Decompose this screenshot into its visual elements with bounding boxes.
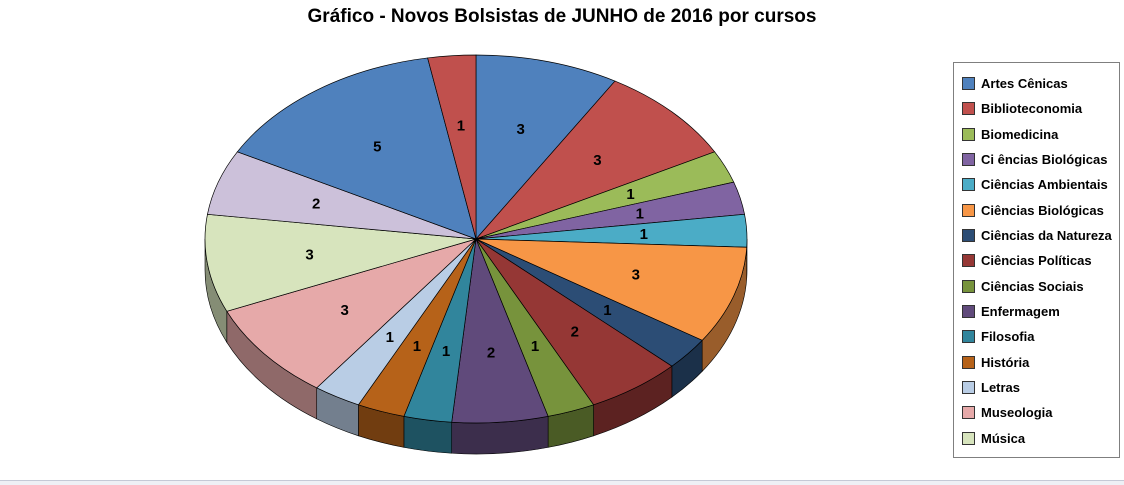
legend-swatch <box>962 127 975 141</box>
legend-label: Ciências Políticas <box>981 253 1092 269</box>
pie-slice <box>236 57 477 240</box>
legend-label: Letras <box>981 380 1021 396</box>
slice-value-label: 5 <box>373 139 381 156</box>
legend-item: Ciências da Natureza <box>962 223 1113 248</box>
legend-swatch <box>962 153 975 167</box>
slice-value-label: 2 <box>571 323 579 340</box>
pie-slice <box>475 238 748 341</box>
legend-label: Ciências Biológicas <box>981 202 1104 218</box>
legend-swatch <box>962 229 975 243</box>
legend-swatch <box>962 330 975 344</box>
legend-label: Música <box>981 430 1026 446</box>
slice-value-label: 3 <box>340 302 348 319</box>
legend-label: Biblioteconomia <box>981 101 1083 117</box>
legend-item: Ciências Políticas <box>962 248 1113 273</box>
slice-value-label: 1 <box>457 117 465 134</box>
slice-value-label: 1 <box>626 186 634 203</box>
legend-swatch <box>962 431 975 445</box>
slice-value-label: 3 <box>517 121 525 138</box>
slice-value-label: 1 <box>386 329 394 346</box>
slice-value-label: 3 <box>632 266 640 283</box>
legend-item: Artes Cênicas <box>962 71 1113 96</box>
slice-value-label: 1 <box>636 206 644 223</box>
legend-swatch <box>962 381 975 395</box>
legend-item: Ciências Ambientais <box>962 172 1113 197</box>
legend-label: Ci ências Biológicas <box>981 152 1108 168</box>
legend-label: Ciências da Natureza <box>981 228 1112 244</box>
legend-label: Museologia <box>981 405 1053 421</box>
pie-slice <box>475 80 716 240</box>
slice-value-label: 1 <box>640 226 648 243</box>
slice-value-label: 2 <box>312 196 320 213</box>
pie-slice <box>226 238 477 389</box>
legend-swatch <box>962 406 975 420</box>
legend-label: Artes Cênicas <box>981 76 1068 92</box>
legend-label: Enfermagem <box>981 304 1060 320</box>
legend-item: Música <box>962 426 1113 451</box>
legend-item: História <box>962 350 1113 375</box>
slice-value-label: 1 <box>442 343 450 360</box>
legend-item: Letras <box>962 375 1113 400</box>
chart-title: Gráfico - Novos Bolsistas de JUNHO de 20… <box>307 6 817 27</box>
slice-value-label: 1 <box>531 338 539 355</box>
legend-item: Biblioteconomia <box>962 96 1113 121</box>
window-bottom-edge <box>0 480 1124 485</box>
legend-item: Museologia <box>962 400 1113 425</box>
slice-value-label: 3 <box>305 246 313 263</box>
legend-swatch <box>962 102 975 116</box>
legend-item: Biomedicina <box>962 122 1113 147</box>
legend-label: Ciências Ambientais <box>981 177 1108 193</box>
pie-slice <box>475 54 616 240</box>
legend-swatch <box>962 203 975 217</box>
legend-swatch <box>962 355 975 369</box>
legend-item: Enfermagem <box>962 299 1113 324</box>
legend-swatch <box>962 178 975 192</box>
legend-item: Ci ências Biológicas <box>962 147 1113 172</box>
pie-slice <box>204 213 477 312</box>
legend-swatch <box>962 77 975 91</box>
legend-swatch <box>962 305 975 319</box>
pie-slice <box>427 54 477 240</box>
legend-item: Ciências Biológicas <box>962 198 1113 223</box>
legend-label: Biomedicina <box>981 126 1059 142</box>
slice-value-label: 3 <box>593 152 601 169</box>
legend-swatch <box>962 279 975 293</box>
legend-label: Ciências Sociais <box>981 278 1084 294</box>
slice-value-label: 1 <box>413 338 421 355</box>
legend-label: Filosofia <box>981 329 1035 345</box>
slice-value-label: 1 <box>603 302 611 319</box>
legend-item: Ciências Sociais <box>962 274 1113 299</box>
legend-item: Filosofia <box>962 324 1113 349</box>
legend-label: História <box>981 354 1030 370</box>
slice-value-label: 2 <box>487 345 495 362</box>
legend-swatch <box>962 254 975 268</box>
legend: Artes Cênicas Biblioteconomia Biomedicina C… <box>953 62 1120 458</box>
